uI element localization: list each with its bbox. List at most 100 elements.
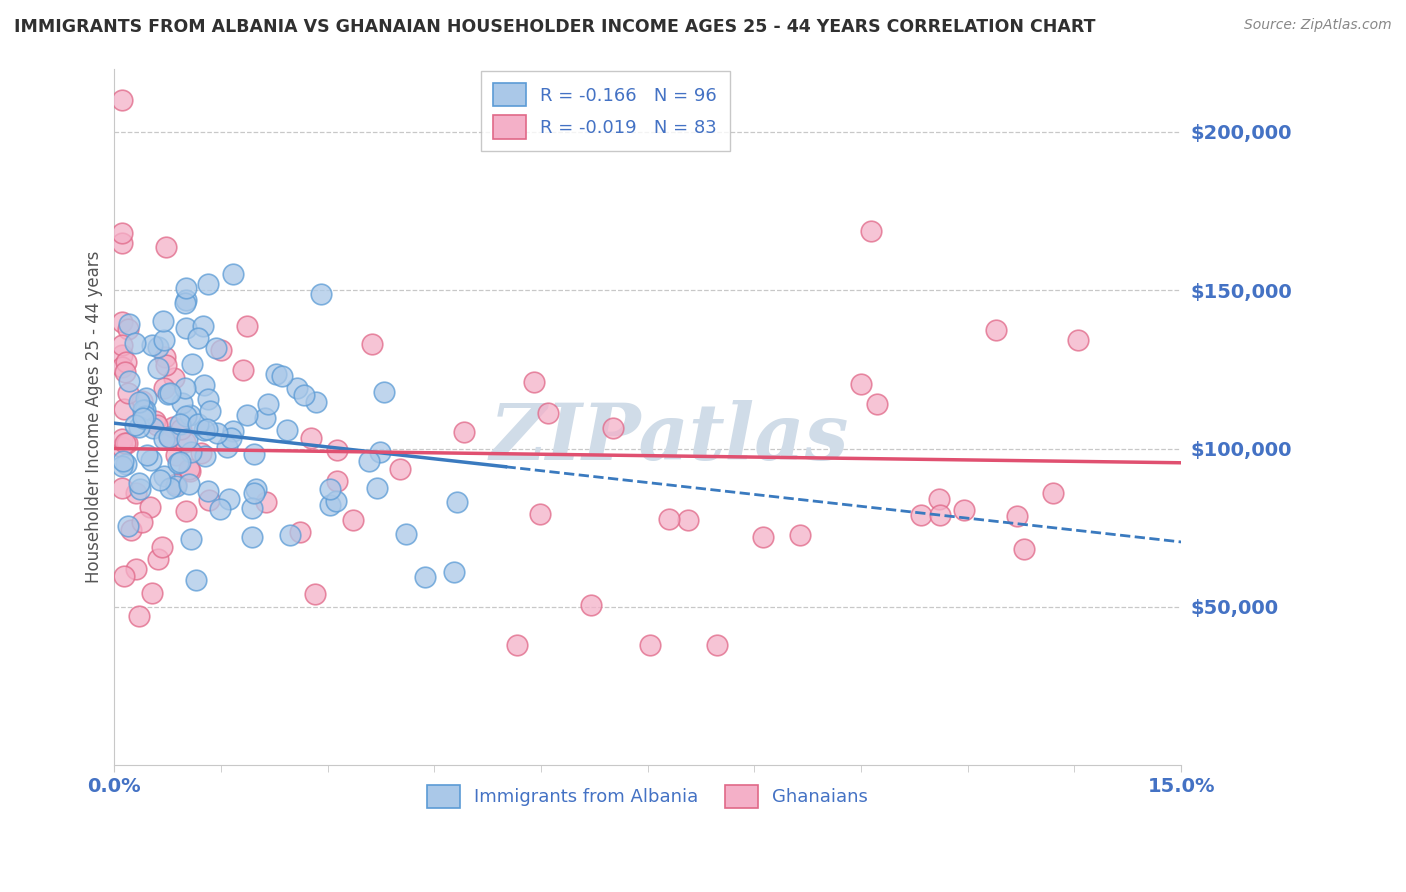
Point xyxy=(276,423,298,437)
Point xyxy=(318,498,340,512)
Point xyxy=(243,447,266,461)
Point xyxy=(370,445,392,459)
Point xyxy=(305,395,328,409)
Point xyxy=(141,453,163,467)
Point xyxy=(152,333,174,347)
Point xyxy=(285,381,308,395)
Point xyxy=(361,336,384,351)
Point xyxy=(929,508,952,522)
Point xyxy=(193,423,215,437)
Point xyxy=(148,340,170,354)
Point xyxy=(173,296,195,310)
Point xyxy=(180,445,202,459)
Point xyxy=(232,363,254,377)
Point xyxy=(146,361,169,376)
Point xyxy=(157,430,180,444)
Point xyxy=(110,441,132,455)
Point xyxy=(176,432,198,446)
Point xyxy=(222,424,245,438)
Text: IMMIGRANTS FROM ALBANIA VS GHANAIAN HOUSEHOLDER INCOME AGES 25 - 44 YEARS CORREL: IMMIGRANTS FROM ALBANIA VS GHANAIAN HOUS… xyxy=(14,18,1095,36)
Point xyxy=(110,226,132,240)
Point xyxy=(134,402,156,417)
Point xyxy=(236,409,259,423)
Point xyxy=(112,454,135,468)
Point xyxy=(529,507,551,521)
Point xyxy=(128,395,150,409)
Point xyxy=(136,448,159,462)
Point xyxy=(128,420,150,434)
Point xyxy=(165,476,187,491)
Point xyxy=(110,93,132,107)
Point xyxy=(278,528,301,542)
Point xyxy=(112,569,135,583)
Point xyxy=(209,502,232,516)
Point xyxy=(928,491,950,506)
Point xyxy=(114,436,136,450)
Point xyxy=(413,570,436,584)
Point xyxy=(118,374,141,388)
Point xyxy=(115,355,138,369)
Point xyxy=(159,481,181,495)
Point xyxy=(453,425,475,439)
Point xyxy=(110,481,132,495)
Legend: Immigrants from Albania, Ghanaians: Immigrants from Albania, Ghanaians xyxy=(420,778,876,815)
Point xyxy=(221,430,243,444)
Point xyxy=(1005,509,1028,524)
Point xyxy=(245,482,267,496)
Point xyxy=(150,540,173,554)
Point xyxy=(193,319,215,334)
Point xyxy=(209,343,232,357)
Point xyxy=(117,322,139,336)
Point xyxy=(197,492,219,507)
Point xyxy=(124,418,146,433)
Point xyxy=(326,443,349,458)
Point xyxy=(1042,485,1064,500)
Point xyxy=(153,432,176,446)
Point xyxy=(110,235,132,250)
Point xyxy=(174,293,197,308)
Point xyxy=(117,436,139,450)
Point xyxy=(125,562,148,576)
Point xyxy=(240,501,263,516)
Point xyxy=(163,370,186,384)
Point xyxy=(240,530,263,544)
Point xyxy=(395,527,418,541)
Point xyxy=(638,638,661,652)
Point xyxy=(952,503,974,517)
Point xyxy=(118,317,141,331)
Point xyxy=(110,315,132,329)
Point xyxy=(270,368,292,383)
Text: Source: ZipAtlas.com: Source: ZipAtlas.com xyxy=(1244,18,1392,32)
Point xyxy=(112,402,135,417)
Point xyxy=(135,391,157,405)
Point xyxy=(205,341,228,355)
Point xyxy=(290,524,312,539)
Point xyxy=(197,392,219,407)
Point xyxy=(986,323,1008,337)
Point xyxy=(131,516,153,530)
Point xyxy=(294,388,316,402)
Point xyxy=(132,411,155,425)
Point xyxy=(174,504,197,518)
Point xyxy=(179,465,201,479)
Point xyxy=(170,395,193,409)
Point xyxy=(373,385,395,400)
Point xyxy=(311,286,333,301)
Point xyxy=(187,417,209,431)
Point xyxy=(193,378,215,392)
Point xyxy=(179,408,201,422)
Point xyxy=(389,462,412,476)
Point xyxy=(198,403,221,417)
Point xyxy=(205,425,228,440)
Point xyxy=(170,422,193,436)
Point xyxy=(157,387,180,401)
Point xyxy=(1066,333,1088,347)
Point xyxy=(169,455,191,469)
Point xyxy=(866,397,889,411)
Point xyxy=(110,359,132,374)
Point xyxy=(859,224,882,238)
Point xyxy=(326,474,349,488)
Point xyxy=(181,357,204,371)
Point xyxy=(139,500,162,514)
Point xyxy=(157,429,180,443)
